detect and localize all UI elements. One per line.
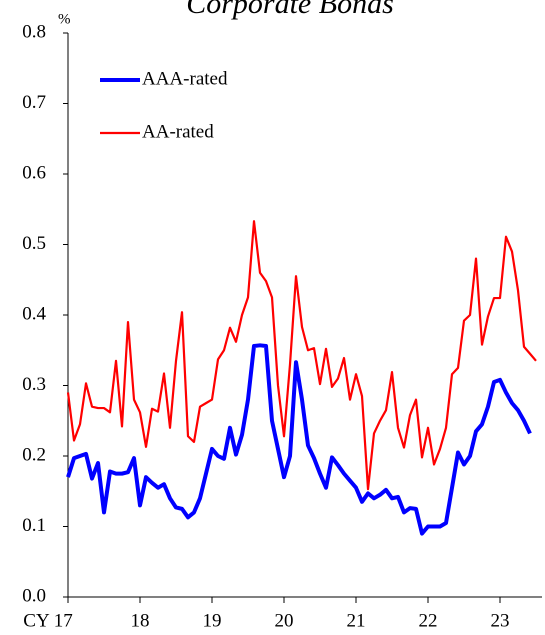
x-tick-label: 18: [131, 610, 150, 631]
y-tick-label: 0.8: [22, 21, 46, 42]
chart-title: Corporate Bonds: [186, 0, 394, 20]
y-tick-label: 0.5: [22, 233, 46, 254]
y-tick-label: 0.7: [22, 92, 46, 113]
y-unit: %: [58, 11, 71, 27]
y-tick-label: 0.0: [22, 585, 46, 606]
legend-label: AA-rated: [142, 121, 214, 142]
x-tick-label: CY 17: [23, 610, 72, 631]
y-tick-label: 0.3: [22, 374, 46, 395]
y-tick-label: 0.1: [22, 515, 46, 536]
y-tick-label: 0.4: [22, 303, 46, 324]
x-tick-label: 19: [203, 610, 222, 631]
x-tick-label: 22: [419, 610, 438, 631]
x-tick-label: 21: [347, 610, 366, 631]
data-line: [66, 343, 532, 536]
x-tick-label: 23: [491, 610, 510, 631]
y-tick-label: 0.6: [22, 162, 46, 183]
legend-label: AAA-rated: [142, 68, 228, 89]
x-tick-label: 20: [275, 610, 294, 631]
data-line: [66, 220, 537, 491]
y-tick-label: 0.2: [22, 444, 46, 465]
